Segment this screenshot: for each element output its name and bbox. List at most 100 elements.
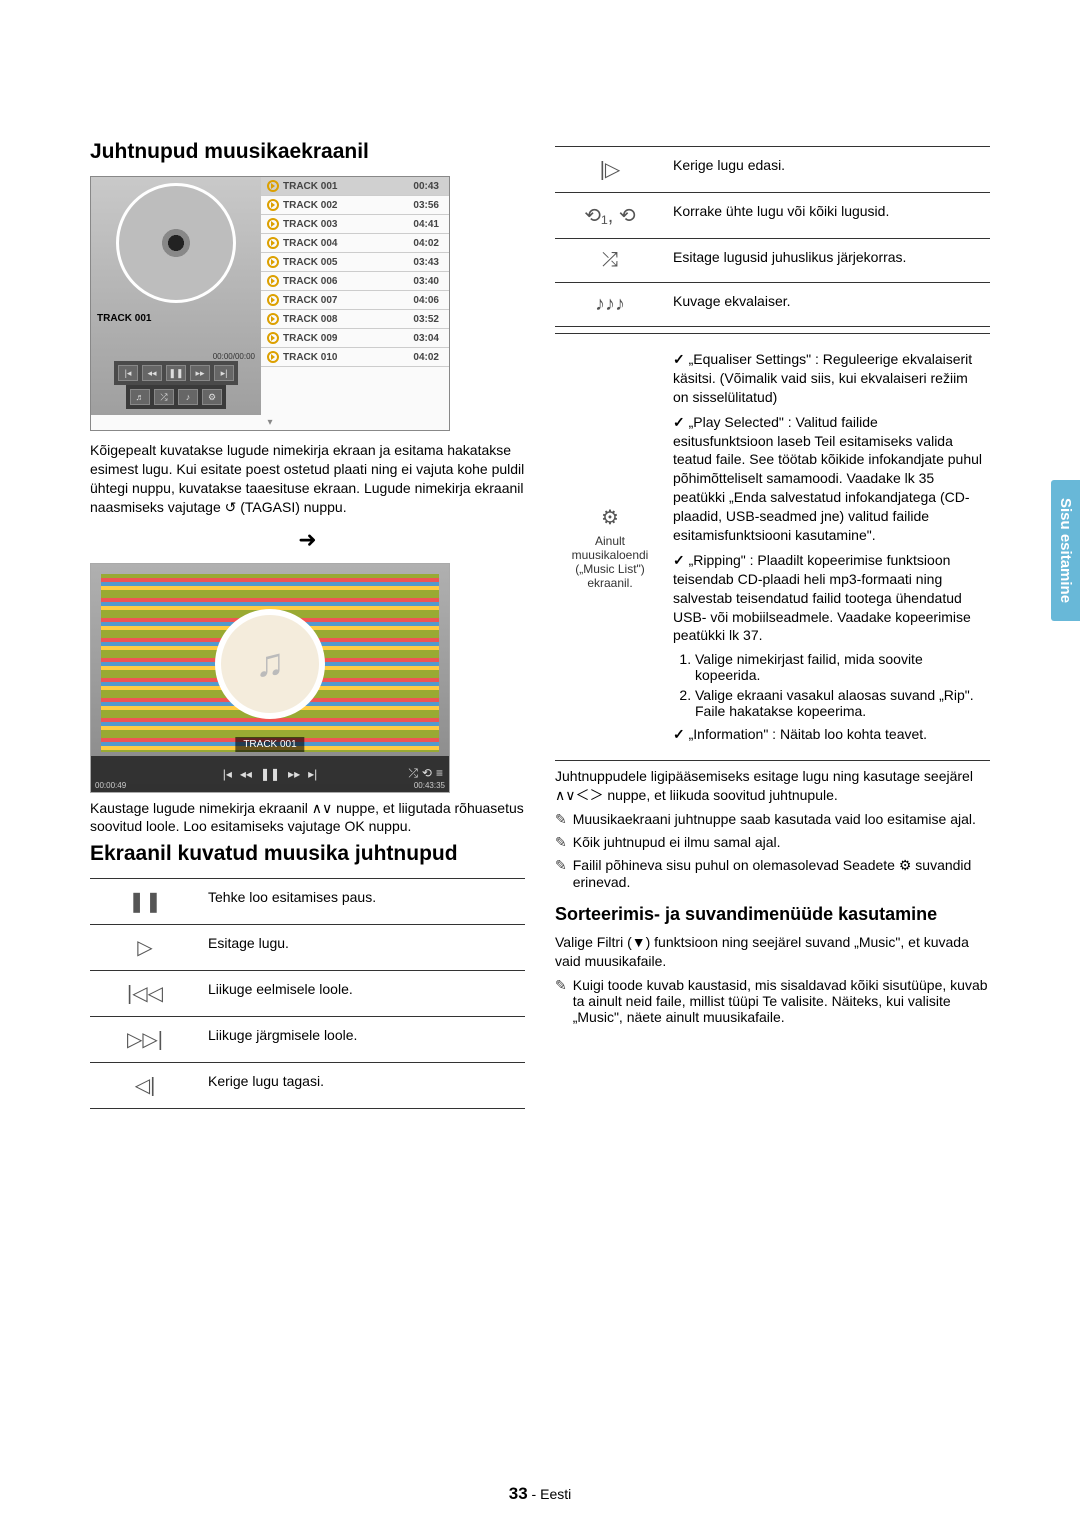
control-icon: ▷ [90,925,200,971]
play-icon [267,199,279,211]
play-icon [267,313,279,325]
opt2-icon[interactable]: ⤮ [154,389,174,405]
track-row[interactable]: TRACK 00404:02 [261,234,449,253]
track-time: 03:40 [413,276,439,287]
control-icon: ⤮ [555,239,665,283]
play-icon [267,294,279,306]
track-list: TRACK 00100:43TRACK 00203:56TRACK 00304:… [261,177,449,415]
track-name: TRACK 003 [283,219,413,230]
control-icon: ▷▷| [90,1017,200,1063]
rip-step-1: Valige nimekirjast failid, mida soovite … [695,651,982,683]
rip-step-2: Valige ekraani vasakul alaosas suvand „R… [695,687,982,719]
heading-sort-options: Sorteerimis- ja suvandimenüüde kasutamin… [555,904,990,925]
table-row: ⟲₁, ⟲Korrake ühte lugu või kõiki lugusid… [555,193,990,239]
music-player-preview: TRACK 001 00:00/00:00 |◂ ◂◂ ❚❚ ▸▸ ▸| ♬ ⤮… [90,176,450,431]
track-row[interactable]: TRACK 00100:43 [261,177,449,196]
np-pause-icon[interactable]: ❚❚ [260,767,280,781]
heading-controls: Juhtnupud muusikaekraanil [90,140,525,164]
track-name: TRACK 009 [283,333,413,344]
table-row: ♪♪♪Kuvage ekvalaiser. [555,283,990,327]
play-icon [267,218,279,230]
paragraph: Juhtnuppudele ligipääsemiseks esitage lu… [555,767,990,805]
note: Failil põhineva sisu puhul on olemasolev… [555,857,990,890]
control-desc: Esitage lugusid juhuslikus järjekorras. [665,239,990,283]
track-time: 04:02 [413,238,439,249]
eq-settings-item: „Equaliser Settings" : Reguleerige ekval… [673,350,982,407]
ffwd-icon[interactable]: ▸▸ [190,365,210,381]
paragraph: Kõigepealt kuvatakse lugude nimekirja ek… [90,441,525,517]
now-playing-title: TRACK 001 [235,737,304,752]
controls-table-2: |▷Kerige lugu edasi.⟲₁, ⟲Korrake ühte lu… [555,146,990,327]
np-next-icon[interactable]: ▸| [308,767,317,781]
np-list-icon[interactable]: ≡ [436,766,443,781]
np-prev-icon[interactable]: |◂ [223,767,232,781]
track-time: 00:43 [413,181,439,192]
control-desc: Tehke loo esitamises paus. [200,879,525,925]
track-row[interactable]: TRACK 00903:04 [261,329,449,348]
information-item: „Information" : Näitab loo kohta teavet. [673,725,982,744]
play-icon [267,180,279,192]
play-selected-item: „Play Selected" : Valitud failide esitus… [673,413,982,545]
controls-table-1: ❚❚Tehke loo esitamises paus.▷Esitage lug… [90,878,525,1109]
track-row[interactable]: TRACK 00803:52 [261,310,449,329]
track-time: 04:41 [413,219,439,230]
play-icon [267,351,279,363]
track-name: TRACK 004 [283,238,413,249]
track-time: 03:52 [413,314,439,325]
table-row: ⤮Esitage lugusid juhuslikus järjekorras. [555,239,990,283]
play-icon [267,332,279,344]
paragraph: Valige Filtri (▼) funktsioon ning seejär… [555,933,990,971]
track-row[interactable]: TRACK 00203:56 [261,196,449,215]
np-rew-icon[interactable]: ◂◂ [240,767,252,781]
control-desc: Kuvage ekvalaiser. [665,283,990,327]
np-time-left: 00:00:49 [95,781,126,790]
control-desc: Kerige lugu tagasi. [200,1063,525,1109]
control-icon: ⟲₁, ⟲ [555,193,665,239]
np-ffwd-icon[interactable]: ▸▸ [288,767,300,781]
control-desc: Kerige lugu edasi. [665,147,990,193]
opt4-icon[interactable]: ⚙ [202,389,222,405]
track-row[interactable]: TRACK 00503:43 [261,253,449,272]
gear-icon: ⚙ Ainult muusikaloendi („Music List") ek… [555,334,665,761]
table-row: ▷▷|Liikuge järgmisele loole. [90,1017,525,1063]
table-row: ❚❚Tehke loo esitamises paus. [90,879,525,925]
player-controls: |◂ ◂◂ ❚❚ ▸▸ ▸| [114,361,238,385]
track-name: TRACK 006 [283,276,413,287]
track-name: TRACK 008 [283,314,413,325]
album-art-icon: ♫ [215,609,325,719]
track-row[interactable]: TRACK 01004:02 [261,348,449,367]
current-track-label: TRACK 001 [97,313,151,324]
arrow-down-icon: ➜ [90,527,525,553]
np-shuffle-icon[interactable]: ⤮ [408,766,418,781]
time-label: 00:00/00:00 [213,352,255,361]
table-row: |◁◁Liikuge eelmisele loole. [90,971,525,1017]
control-icon: ◁| [90,1063,200,1109]
control-desc: Liikuge eelmisele loole. [200,971,525,1017]
track-time: 04:02 [413,352,439,363]
track-row[interactable]: TRACK 00704:06 [261,291,449,310]
track-time: 04:06 [413,295,439,306]
pause-icon[interactable]: ❚❚ [166,365,186,381]
next-icon[interactable]: ▸| [214,365,234,381]
track-name: TRACK 005 [283,257,413,268]
heading-onscreen-controls: Ekraanil kuvatud muusika juhtnupud [90,842,525,866]
control-desc: Korrake ühte lugu või kõiki lugusid. [665,193,990,239]
track-row[interactable]: TRACK 00603:40 [261,272,449,291]
chevron-down-icon: ▾ [91,415,449,430]
track-name: TRACK 001 [283,181,413,192]
track-row[interactable]: TRACK 00304:41 [261,215,449,234]
track-time: 03:04 [413,333,439,344]
rew-icon[interactable]: ◂◂ [142,365,162,381]
control-desc: Esitage lugu. [200,925,525,971]
side-tab: Sisu esitamine [1051,480,1080,621]
opt1-icon[interactable]: ♬ [130,389,150,405]
np-repeat-icon[interactable]: ⟲ [422,766,432,781]
play-icon [267,237,279,249]
ripping-item: „Ripping" : Plaadilt kopeerimise funktsi… [673,551,982,645]
opt3-icon[interactable]: ♪ [178,389,198,405]
prev-icon[interactable]: |◂ [118,365,138,381]
np-time-right: 00:43:35 [414,781,445,790]
table-row: ▷Esitage lugu. [90,925,525,971]
track-name: TRACK 007 [283,295,413,306]
note: Kõik juhtnupud ei ilmu samal ajal. [555,834,990,851]
